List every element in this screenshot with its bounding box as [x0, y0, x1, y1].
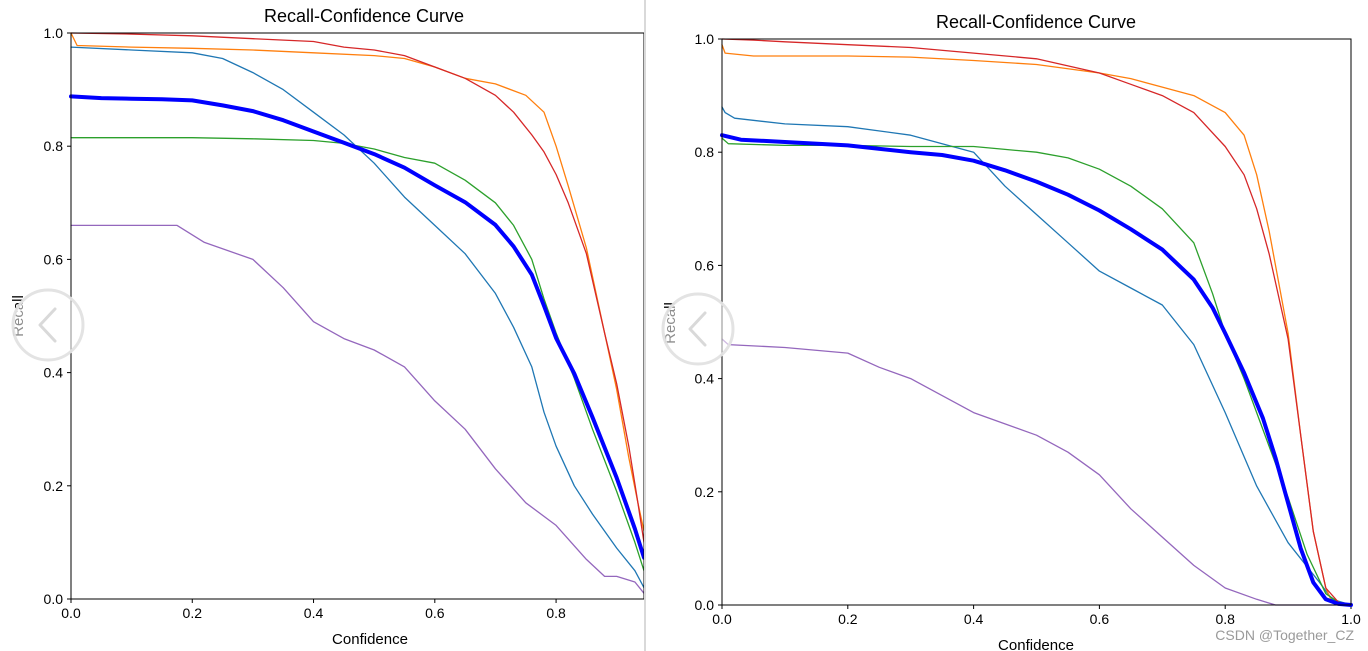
- right-series-class-3: [721, 137, 1352, 606]
- right-chart-title: Recall-Confidence Curve: [936, 12, 1136, 32]
- left-series-class-5: [70, 224, 645, 594]
- left-y-tick-label: 0.6: [44, 251, 64, 267]
- left-y-tick-label: 0.2: [44, 478, 64, 494]
- left-x-tick-label: 0.6: [425, 605, 445, 621]
- left-x-tick-label: 0.4: [304, 605, 324, 621]
- right-series-all-classes: [720, 133, 1353, 607]
- left-x-tick-label: 0.2: [183, 605, 203, 621]
- left-series-class-2: [70, 32, 645, 532]
- right-y-tick-label: 0.4: [695, 371, 715, 387]
- left-y-tick-label: 1.0: [44, 25, 64, 41]
- right-x-axis-title: Confidence: [998, 637, 1074, 651]
- right-ticks: 0.0 0.2 0.4 0.6 0.8 1.0 0.0 0.2 0.4 0.6 0.8 1.0: [695, 31, 1361, 627]
- right-series-class-5: [721, 338, 1352, 606]
- left-series-all-classes: [69, 94, 646, 560]
- right-x-tick-label: 0.8: [1215, 611, 1235, 627]
- right-y-tick-label: 1.0: [695, 31, 715, 47]
- left-x-tick-label: 0.0: [61, 605, 81, 621]
- left-y-tick-label: 0.4: [44, 365, 64, 381]
- right-y-tick-label: 0.0: [695, 597, 715, 613]
- chevron-left-icon: [38, 307, 57, 343]
- right-chart-panel: Recall-Confidence Curve Confidence Recal…: [662, 12, 1361, 651]
- left-series-class-3: [70, 137, 645, 572]
- right-y-tick-label: 0.6: [695, 257, 715, 273]
- right-x-tick-label: 1.0: [1341, 611, 1361, 627]
- left-chart-title: Recall-Confidence Curve: [264, 6, 464, 26]
- left-series: [69, 32, 646, 594]
- prev-image-button-right[interactable]: [661, 292, 735, 366]
- left-series-class-1: [70, 46, 645, 589]
- right-series-class-1: [721, 106, 1352, 606]
- left-y-tick-label: 0.0: [44, 591, 64, 607]
- left-x-axis-title: Confidence: [332, 631, 408, 648]
- left-x-tick-label: 0.8: [546, 605, 566, 621]
- right-series-class-4: [721, 38, 1352, 606]
- right-x-tick-label: 0.6: [1090, 611, 1110, 627]
- prev-image-button-left[interactable]: [11, 288, 85, 362]
- chevron-left-icon: [688, 311, 707, 347]
- right-x-tick-label: 0.4: [964, 611, 984, 627]
- left-y-tick-label: 0.8: [44, 138, 64, 154]
- right-x-tick-label: 0.0: [712, 611, 732, 627]
- watermark: CSDN @Together_CZ: [1215, 627, 1354, 643]
- left-series-class-4: [70, 32, 645, 544]
- left-chart-panel: Recall-Confidence Curve Confidence Recal…: [10, 6, 646, 648]
- right-x-tick-label: 0.2: [838, 611, 858, 627]
- right-y-tick-label: 0.8: [695, 144, 715, 160]
- right-y-tick-label: 0.2: [695, 484, 715, 500]
- left-ticks: 0.0 0.2 0.4 0.6 0.8 0.0 0.2 0.4 0.6 0.8 1.0: [44, 25, 566, 621]
- right-series: [720, 38, 1353, 607]
- panel-divider: [644, 0, 646, 651]
